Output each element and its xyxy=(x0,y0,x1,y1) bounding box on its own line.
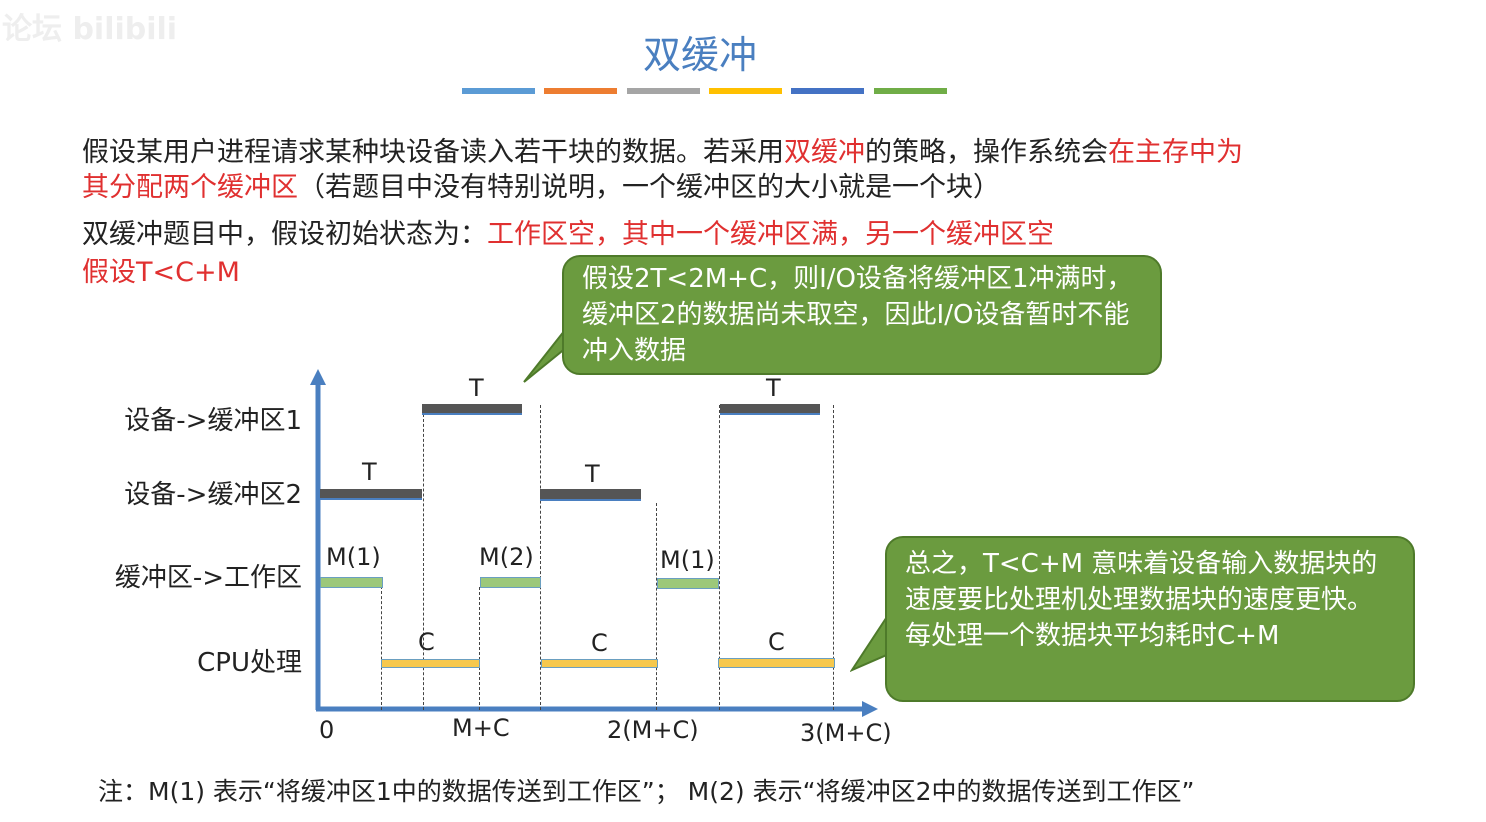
dashed-guide xyxy=(540,405,541,710)
tick-label: 2(M+C) xyxy=(607,716,699,744)
row-label-cpu: CPU处理 xyxy=(197,648,302,678)
paragraph-2: 双缓冲题目中，假设初始状态为：工作区空，其中一个缓冲区满，另一个缓冲区空 xyxy=(82,212,1054,251)
bar-m2 xyxy=(480,577,541,588)
color-strip xyxy=(791,88,864,94)
bar-label-m1: M(1) xyxy=(660,546,715,574)
paragraph-1: 假设某用户进程请求某种块设备读入若干块的数据。若采用双缓冲的策略，操作系统会在主… xyxy=(82,130,1243,169)
text: （若题目中没有特别说明，一个缓冲区的大小就是一个块） xyxy=(298,172,1000,203)
watermark: 论坛 bilibili xyxy=(2,12,178,47)
highlight: 在主存中为 xyxy=(1108,137,1243,168)
bar-label-t: T xyxy=(469,374,484,402)
paragraph-3: 假设T<C+M xyxy=(82,257,240,288)
footnote: 注：M(1) 表示“将缓冲区1中的数据传送到工作区”； M(2) 表示“将缓冲区… xyxy=(98,777,1195,806)
bar-label-c: C xyxy=(418,628,435,656)
color-strip xyxy=(627,88,700,94)
row-label-buf1: 设备->缓冲区1 xyxy=(124,406,302,436)
highlight: 工作区空，其中一个缓冲区满，另一个缓冲区空 xyxy=(487,219,1054,250)
text: 假设某用户进程请求某种块设备读入若干块的数据。若采用 xyxy=(82,137,784,168)
dashed-guide xyxy=(381,586,382,710)
slide-title: 双缓冲 xyxy=(642,33,757,77)
bar-m1 xyxy=(320,577,383,588)
highlight: 双缓冲 xyxy=(784,137,865,168)
bar-t-buf2 xyxy=(320,489,422,500)
tick-label: M+C xyxy=(452,714,510,742)
text: 的策略，操作系统会 xyxy=(865,137,1108,168)
callout-2: 总之，T<C+M 意味着设备输入数据块的速度要比处理机处理数据块的速度更快。每处… xyxy=(885,536,1415,702)
color-strip xyxy=(874,88,947,94)
row-label-work: 缓冲区->工作区 xyxy=(114,563,302,593)
dashed-guide xyxy=(656,503,657,710)
bar-t-buf1 xyxy=(422,404,522,415)
bar-label-m1: M(1) xyxy=(326,543,381,571)
bar-label-c: C xyxy=(591,629,608,657)
color-strip xyxy=(544,88,617,94)
bar-c xyxy=(541,659,658,668)
bar-c xyxy=(381,659,480,668)
tick-label: 0 xyxy=(319,716,335,744)
dashed-guide xyxy=(423,414,424,710)
bar-m1 xyxy=(657,578,719,589)
bar-c xyxy=(718,658,835,668)
row-label-buf2: 设备->缓冲区2 xyxy=(124,480,302,510)
axes xyxy=(310,369,878,717)
bar-label-t: T xyxy=(585,460,600,488)
callout-1: 假设2T<2M+C，则I/O设备将缓冲区1冲满时，缓冲区2的数据尚未取空，因此I… xyxy=(562,255,1162,375)
tick-label: 3(M+C) xyxy=(800,719,892,747)
bar-label-t: T xyxy=(766,374,781,402)
dashed-guide xyxy=(719,405,720,710)
paragraph-1b: 其分配两个缓冲区（若题目中没有特别说明，一个缓冲区的大小就是一个块） xyxy=(82,165,1000,204)
bar-t-buf2 xyxy=(540,489,641,501)
bar-label-m2: M(2) xyxy=(479,543,534,571)
color-strip xyxy=(462,88,535,94)
bar-t-buf1 xyxy=(720,404,820,415)
bar-label-t: T xyxy=(362,458,377,486)
color-strip xyxy=(709,88,782,94)
dashed-guide xyxy=(479,587,480,710)
dashed-guide xyxy=(833,405,834,710)
text: 双缓冲题目中，假设初始状态为： xyxy=(82,219,487,250)
highlight: 其分配两个缓冲区 xyxy=(82,172,298,203)
bar-label-c: C xyxy=(768,628,785,656)
